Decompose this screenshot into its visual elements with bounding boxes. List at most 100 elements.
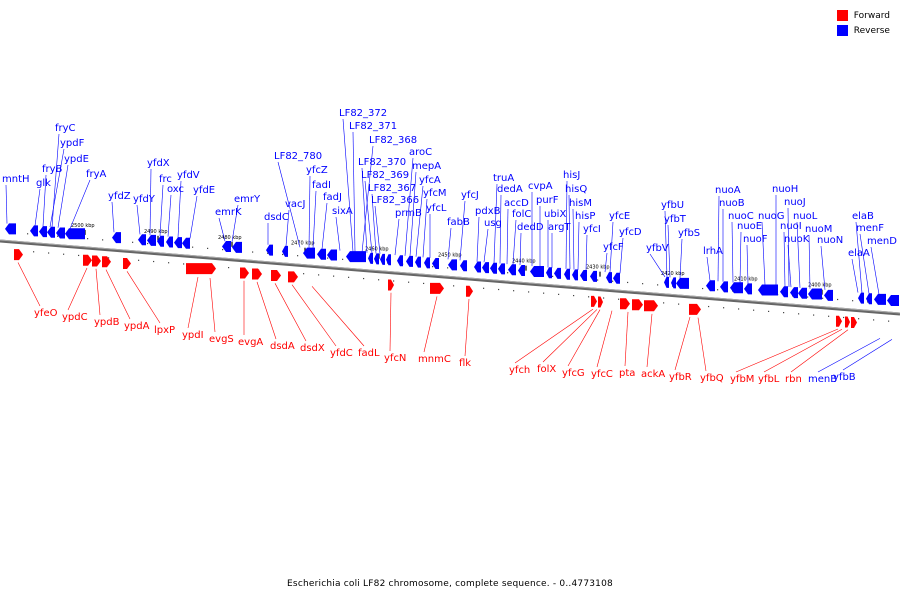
reverse-gene-arrow [380, 253, 385, 265]
reverse-leader-line [42, 174, 47, 227]
reverse-leader-line [422, 198, 428, 258]
reverse-leader-line [746, 244, 749, 284]
forward-leader-line [126, 271, 161, 324]
forward-gene-label: yfcN [384, 353, 406, 364]
reverse-gene-label: glk [36, 178, 51, 189]
reverse-gene-label: fryB [42, 164, 63, 175]
minor-tick [753, 309, 755, 311]
reverse-gene-label: yfbV [646, 243, 669, 254]
minor-tick [63, 253, 65, 255]
reverse-leader-line [783, 231, 786, 287]
reverse-leader-line [667, 224, 671, 278]
reverse-gene-arrow [744, 283, 752, 295]
reverse-gene-arrow [432, 258, 439, 270]
reverse-leader-line [34, 188, 41, 226]
minor-tick [837, 298, 839, 301]
reverse-leader-line [851, 258, 859, 293]
reverse-gene-arrow [613, 272, 620, 284]
reverse-gene-label: argT [548, 222, 571, 233]
reverse-gene-arrow [386, 254, 391, 266]
reverse-gene-arrow [790, 287, 798, 299]
scale-tick-label: 2420 kbp [661, 271, 685, 277]
reverse-leader-line [568, 194, 571, 270]
reverse-gene-label: LF82_367 [368, 183, 416, 194]
minor-tick [543, 292, 545, 294]
minor-tick [513, 290, 515, 292]
forward-gene-arrow [845, 316, 850, 328]
reverse-gene-label: hisJ [563, 170, 580, 181]
reverse-leader-line [447, 227, 452, 260]
legend-reverse-label: Reverse [853, 25, 890, 36]
forward-gene-label: lpxP [154, 325, 175, 336]
forward-gene-label: folX [537, 364, 556, 375]
forward-gene-label: dsdA [270, 341, 295, 352]
minor-tick [888, 320, 890, 322]
forward-gene-arrow [644, 300, 658, 312]
reverse-gene-label: mntH [2, 174, 30, 185]
minor-tick [408, 281, 410, 283]
reverse-gene-label: elaB [852, 211, 874, 222]
reverse-gene-label: frc [159, 174, 172, 185]
minor-tick [168, 262, 170, 264]
reverse-leader-line [149, 168, 152, 236]
reverse-gene-label: nuoK [784, 234, 810, 245]
forward-leader-line [17, 262, 41, 307]
scale-tick-label: 2440 kbp [512, 259, 536, 265]
minor-tick [507, 272, 509, 274]
reverse-gene-arrow [518, 265, 525, 277]
reverse-gene-label: yfbS [678, 228, 700, 239]
minor-tick [252, 251, 254, 253]
reverse-gene-label: usg [484, 218, 502, 229]
reverse-gene-label: nuoG [758, 211, 785, 222]
minor-tick [612, 280, 614, 282]
reverse-gene-arrow [282, 245, 288, 257]
minor-tick [657, 284, 659, 286]
chromosome-backbone [0, 239, 900, 316]
minor-tick [48, 252, 50, 254]
reverse-leader-line [374, 205, 381, 254]
forward-leader-line [624, 311, 629, 367]
minor-tick [768, 310, 770, 313]
scale-tick-label: 2400 kbp [808, 283, 832, 289]
forward-gene-arrow [689, 303, 701, 315]
reverse-gene-label: emrK [215, 207, 242, 218]
forward-gene-label: yfcC [591, 369, 613, 380]
reverse-leader-line [277, 161, 301, 248]
forward-gene-labels: yfeO ypdC ypdB ypdA lpxP ypdI evgS evgA dsdA dsdX… [17, 262, 849, 385]
minor-tick [327, 257, 329, 259]
reverse-gene-label: nuoH [772, 184, 798, 195]
reverse-leader-line [499, 194, 502, 264]
reverse-leader-line [817, 338, 881, 373]
reverse-leader-line [506, 208, 509, 265]
reverse-gene-label: LF82_371 [349, 121, 397, 132]
forward-leader-line [209, 278, 216, 333]
reverse-gene-arrow [780, 286, 788, 298]
forward-leader-line [187, 277, 199, 329]
scale-tick-label: 2410 kbp [734, 277, 758, 283]
forward-gene-arrow [430, 282, 444, 294]
reverse-gene-label: dedD [517, 222, 544, 233]
reverse-leader-line [5, 184, 8, 224]
minor-tick [78, 254, 80, 257]
reverse-leader-line [664, 210, 668, 278]
reverse-gene-arrow [580, 270, 587, 282]
forward-gene-label: dsdX [300, 343, 325, 354]
reverse-gene-label: mepA [412, 161, 441, 172]
forward-gene-arrow [186, 263, 216, 275]
reverse-gene-arrow [65, 228, 85, 240]
reverse-gene-label: nuoL [793, 211, 818, 222]
reverse-gene-label: purF [536, 195, 559, 206]
forward-gene-label: yfbL [758, 374, 780, 385]
reverse-leader-line [415, 185, 424, 257]
minor-tick [453, 285, 455, 287]
reverse-gene-arrow [887, 294, 899, 306]
reverse-gene-label: nuoF [743, 234, 768, 245]
reverse-gene-label: fadJ [323, 192, 342, 203]
reverse-leader-line [476, 216, 480, 262]
reverse-gene-label: yfcE [609, 211, 630, 222]
minor-tick [678, 303, 680, 305]
forward-gene-label: flk [459, 358, 471, 369]
forward-leader-line [464, 299, 470, 357]
reverse-leader-line [312, 190, 317, 249]
minor-tick [483, 287, 485, 289]
